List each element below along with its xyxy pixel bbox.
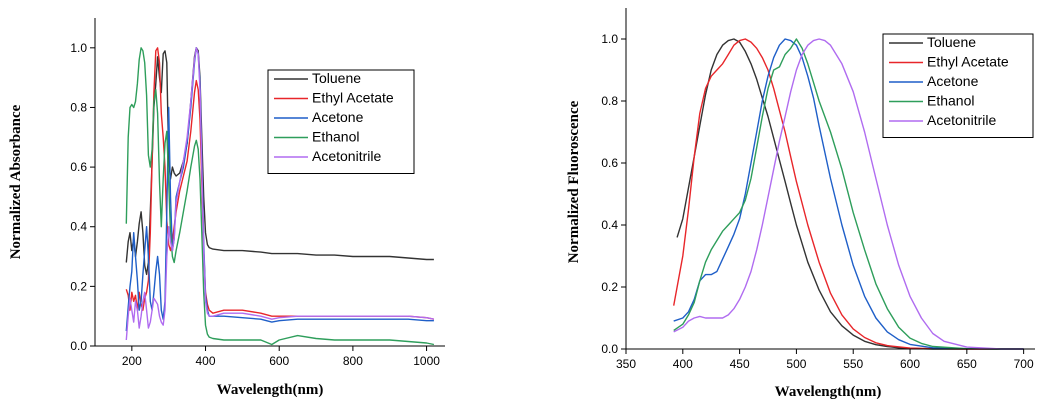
absorbance-x-tick-label: 400 [196, 354, 216, 368]
fluorescence-legend-label: Ethanol [927, 93, 974, 109]
fluorescence-x-tick-label: 500 [786, 357, 806, 371]
fluorescence-legend-label: Acetonitrile [927, 112, 996, 128]
fluorescence-y-tick-label: 0.2 [601, 280, 618, 294]
fluorescence-x-ticks: 350 400 450 500 550 600 650 700 [616, 349, 1034, 371]
absorbance-series-toluene [125, 47, 434, 276]
fluorescence-y-tick-label: 0.0 [601, 342, 618, 356]
absorbance-series-acetonitrile [125, 47, 435, 341]
fluorescence-x-tick-label: 400 [673, 357, 693, 371]
fluorescence-legend: Toluene Ethyl Acetate Acetone Ethanol Aceton… [882, 33, 1034, 138]
fluorescence-legend-label: Toluene [927, 34, 976, 50]
absorbance-legend-label: Acetone [312, 109, 364, 125]
fluorescence-series-toluene [676, 38, 1024, 350]
fluorescence-x-tick-label: 650 [957, 357, 977, 371]
fluorescence-y-tick-label: 0.4 [601, 218, 618, 232]
absorbance-y-tick-label: 0.2 [70, 279, 87, 293]
absorbance-y-tick-label: 0.0 [70, 339, 87, 353]
absorbance-series-layer [125, 47, 435, 346]
absorbance-x-tick-label: 600 [269, 354, 289, 368]
fluorescence-x-tick-label: 450 [730, 357, 750, 371]
absorbance-y-axis-title: Normalized Absorbance [8, 104, 24, 259]
fluorescence-x-axis-title: Wavelength(nm) [775, 384, 882, 400]
fluorescence-legend-label: Ethyl Acetate [927, 54, 1009, 70]
absorbance-x-tick-label: 200 [122, 354, 142, 368]
absorbance-x-axis-title: Wavelength(nm) [217, 382, 324, 398]
fluorescence-y-tick-label: 0.6 [601, 156, 618, 170]
absorbance-legend-label: Toluene [312, 70, 361, 86]
absorbance-y-tick-label: 0.6 [70, 160, 87, 174]
fluorescence-series-ethyl-acetate [673, 38, 1024, 350]
absorbance-y-tick-label: 0.8 [70, 100, 87, 114]
absorbance-chart: 200 400 600 800 1000 0.0 0.2 0.4 0.6 0.8 1.0 Wave… [8, 18, 445, 398]
absorbance-legend: Toluene Ethyl Acetate Acetone Ethanol Aceton… [267, 69, 415, 174]
absorbance-x-tick-label: 1000 [413, 354, 440, 368]
fluorescence-x-tick-label: 350 [616, 357, 636, 371]
fluorescence-y-ticks: 0.0 0.2 0.4 0.6 0.8 1.0 [601, 32, 626, 356]
absorbance-series-ethyl-acetate [125, 47, 435, 320]
absorbance-series-ethanol [125, 47, 435, 346]
absorbance-y-tick-label: 0.4 [70, 220, 87, 234]
fluorescence-x-tick-label: 550 [843, 357, 863, 371]
fluorescence-x-tick-label: 700 [1014, 357, 1034, 371]
absorbance-legend-label: Ethyl Acetate [312, 90, 394, 106]
fluorescence-legend-label: Acetone [927, 73, 979, 89]
fluorescence-series-ethanol [673, 38, 1024, 350]
fluorescence-series-acetone [673, 38, 1024, 350]
absorbance-legend-label: Acetonitrile [312, 148, 381, 164]
absorbance-legend-label: Ethanol [312, 129, 359, 145]
fluorescence-series-layer [673, 38, 1024, 350]
absorbance-x-tick-label: 800 [343, 354, 363, 368]
absorbance-y-ticks: 0.0 0.2 0.4 0.6 0.8 1.0 [70, 41, 95, 353]
absorbance-y-tick-label: 1.0 [70, 41, 87, 55]
fluorescence-y-tick-label: 1.0 [601, 32, 618, 46]
fluorescence-y-tick-label: 0.8 [601, 94, 618, 108]
fluorescence-series-acetonitrile [673, 38, 1024, 350]
fluorescence-y-axis-title: Normalized Fluoroscence [566, 100, 582, 263]
fluorescence-chart: 350 400 450 500 550 600 650 700 0.0 0.2 0.4 0.6 0.8… [566, 8, 1035, 400]
fluorescence-x-tick-label: 600 [900, 357, 920, 371]
absorbance-x-ticks: 200 400 600 800 1000 [122, 346, 440, 368]
